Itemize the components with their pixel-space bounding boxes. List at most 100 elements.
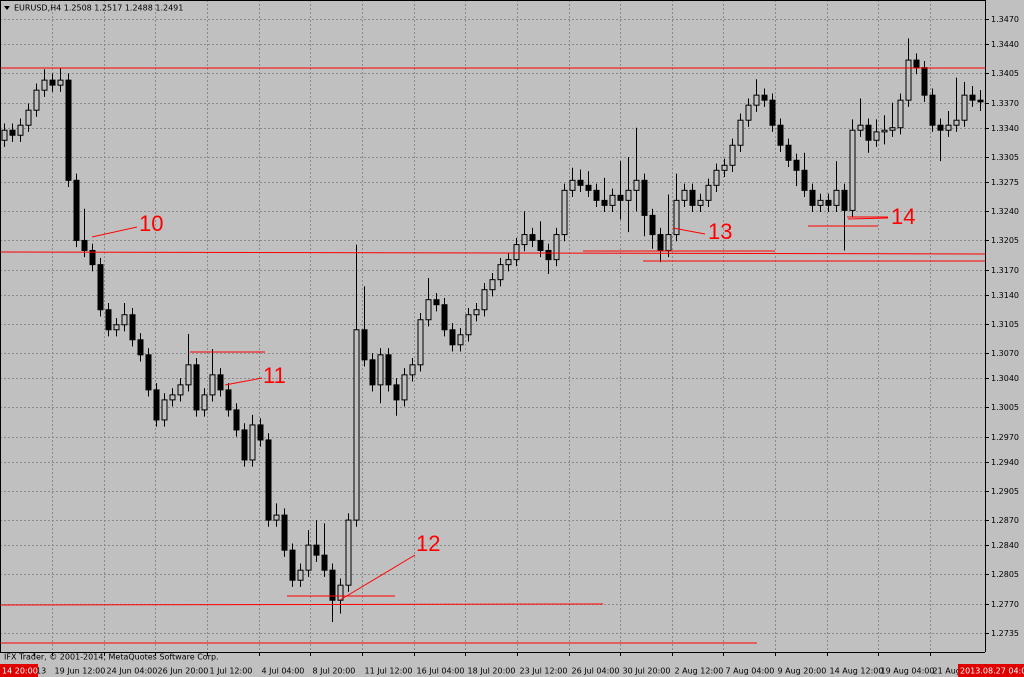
candle-body: [529, 234, 536, 241]
candle-body: [185, 364, 192, 386]
candle-body: [617, 194, 624, 201]
x-tick-label: 21 Aug 20: [933, 667, 974, 676]
candle-body: [489, 279, 496, 291]
candle-body: [609, 194, 616, 206]
x-tick-label: 8 Jul 20:00: [313, 667, 356, 676]
candle-body: [113, 324, 120, 331]
y-tick-label: 1.3005: [991, 403, 1019, 412]
candle-body: [481, 289, 488, 311]
candle-body: [209, 374, 216, 396]
candle-body: [673, 199, 680, 236]
candle-body: [73, 179, 80, 241]
candle-body: [81, 239, 88, 251]
candle-body: [729, 144, 736, 166]
candle-body: [345, 519, 352, 586]
candle-body: [641, 179, 648, 216]
candle-body: [577, 179, 584, 186]
x-tick-label: 14 Aug 12:00: [830, 667, 884, 676]
candle-body: [97, 264, 104, 311]
candle-body: [841, 189, 848, 211]
y-tick-label: 1.3405: [991, 69, 1019, 78]
candle-body: [217, 374, 224, 391]
annotation: 13: [708, 219, 732, 244]
candle-body: [177, 384, 184, 396]
candle-body: [537, 239, 544, 251]
pointer-line: [847, 217, 889, 220]
y-tick-label: 1.3275: [991, 178, 1019, 187]
candle-body: [913, 59, 920, 69]
candle-body: [513, 244, 520, 261]
candle-body: [417, 319, 424, 366]
candle-body: [145, 354, 152, 391]
candle-body: [753, 94, 760, 106]
candle-body: [193, 364, 200, 411]
y-tick-label: 1.2840: [991, 541, 1019, 550]
candle-body: [793, 159, 800, 171]
y-tick-label: 1.3170: [991, 266, 1019, 275]
x-tick-label: 19 Jun 12:00: [55, 667, 106, 676]
level-line: [0, 603, 604, 606]
candle-body: [561, 189, 568, 236]
pointer-line: [91, 226, 138, 238]
candle-body: [569, 179, 576, 191]
y-tick-label: 1.3340: [991, 124, 1019, 133]
candle-body: [225, 389, 232, 411]
x-tick-label: 26 Jun 20:00: [158, 667, 209, 676]
y-tick-label: 1.3440: [991, 40, 1019, 49]
candle-body: [241, 429, 248, 461]
candle-body: [721, 164, 728, 171]
candle-body: [665, 234, 672, 251]
y-tick-label: 1.2905: [991, 487, 1019, 496]
candle-body: [361, 329, 368, 361]
candle-body: [865, 124, 872, 141]
candle-body: [737, 119, 744, 146]
highlight-start-box: [0, 664, 38, 677]
annotation: 12: [416, 531, 440, 556]
candle-body: [497, 264, 504, 281]
candle-body: [433, 299, 440, 306]
candle-body: [233, 409, 240, 431]
y-tick-label: 1.3370: [991, 99, 1019, 108]
candle-body: [633, 179, 640, 191]
symbol-info: EURUSD,H4 1.2508 1.2517 1.2488 1.2491: [14, 4, 183, 13]
x-tick-label: 26 Jul 04:00: [572, 667, 620, 676]
candle-body: [321, 554, 328, 571]
candle-body: [553, 234, 560, 261]
candle-body: [393, 384, 400, 401]
y-tick-label: 1.3105: [991, 320, 1019, 329]
drawn-lines: [0, 67, 986, 644]
pointer-line: [339, 554, 416, 601]
candle-body: [121, 314, 128, 326]
time-axis: 13 19 Jun 12:00 24 Jun 04:00 26 Jun 20:00 1 …: [33, 652, 974, 676]
symbol-arrow: [4, 6, 10, 10]
candle-body: [937, 124, 944, 131]
y-tick-label: 1.2940: [991, 458, 1019, 467]
highlight-end-box: [958, 664, 1024, 677]
candle-body: [1, 129, 8, 141]
candle-body: [377, 354, 384, 386]
candle-body: [409, 364, 416, 376]
candle-body: [257, 424, 264, 441]
candle-body: [833, 189, 840, 206]
x-tick-label: 2 Aug 12:00: [675, 667, 724, 676]
x-tick-label: 13: [36, 667, 46, 676]
annotation: 14: [891, 204, 915, 229]
y-tick-label: 1.2970: [991, 433, 1019, 442]
y-tick-label: 1.2870: [991, 516, 1019, 525]
candle-body: [313, 544, 320, 556]
x-tick-label: 11 Jul 12:00: [365, 667, 413, 676]
y-tick-label: 1.3070: [991, 349, 1019, 358]
candle-body: [329, 569, 336, 601]
x-tick-label: 19 Aug 04:00: [881, 667, 935, 676]
candle-body: [769, 99, 776, 126]
candle-body: [289, 549, 296, 581]
candle-body: [465, 314, 472, 336]
candle-body: [89, 249, 96, 266]
candle-body: [689, 189, 696, 206]
candle-body: [265, 439, 272, 521]
candle-body: [585, 184, 592, 191]
x-tick-label: 16 Jul 04:00: [417, 667, 465, 676]
candle-body: [473, 309, 480, 316]
candle-body: [953, 119, 960, 126]
